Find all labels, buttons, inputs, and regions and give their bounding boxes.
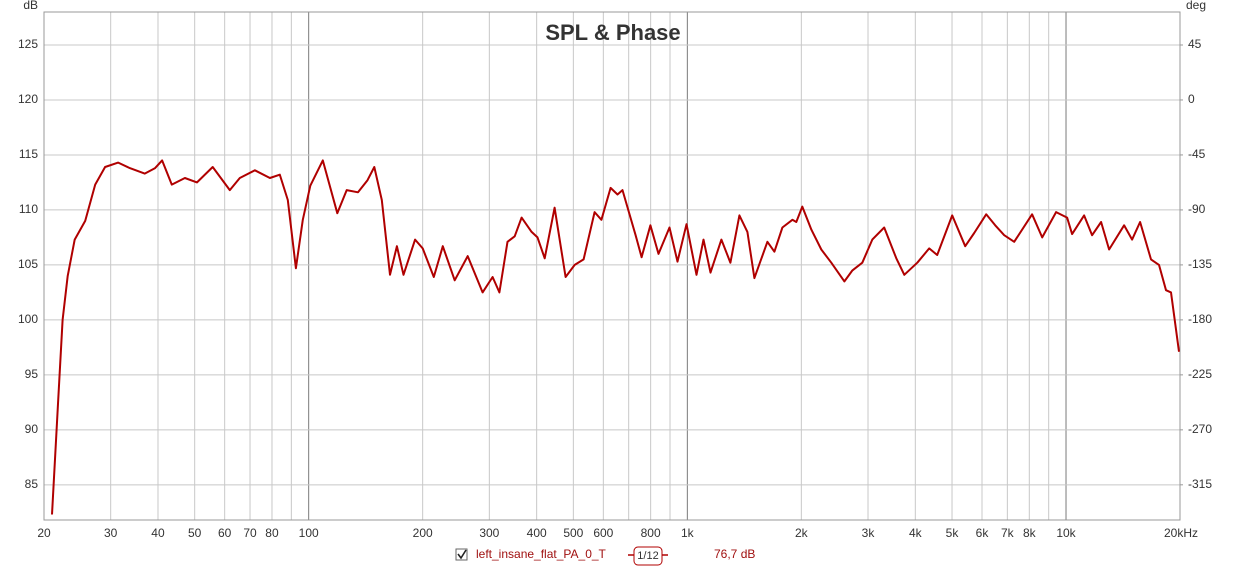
x-tick-label: 5k <box>946 526 960 540</box>
x-tick-label: 40 <box>151 526 165 540</box>
legend-checkbox[interactable] <box>455 548 468 561</box>
x-tick-label: 100 <box>299 526 319 540</box>
y2-axis-unit: deg <box>1186 0 1206 12</box>
x-tick-label: 70 <box>243 526 257 540</box>
y2-tick-label: -270 <box>1188 422 1212 436</box>
chart-title: SPL & Phase <box>545 20 680 45</box>
x-tick-label: 4k <box>909 526 923 540</box>
x-tick-label: 1k <box>681 526 695 540</box>
x-tick-label: 300 <box>479 526 499 540</box>
y-tick-label: 125 <box>18 37 38 51</box>
x-tick-label: 200 <box>413 526 433 540</box>
x-tick-label: 60 <box>218 526 232 540</box>
smoothing-label: 1/12 <box>637 550 658 562</box>
y2-tick-label: -90 <box>1188 202 1206 216</box>
x-tick-label: 2k <box>795 526 809 540</box>
x-tick-label: 400 <box>527 526 547 540</box>
y2-tick-label: -45 <box>1188 147 1206 161</box>
y-tick-label: 115 <box>19 147 38 161</box>
x-tick-label: 10k <box>1056 526 1076 540</box>
y-tick-label: 110 <box>19 202 38 216</box>
plot-frame <box>43 11 1181 521</box>
x-tick-label: 6k <box>976 526 990 540</box>
y2-tick-label: -225 <box>1188 367 1212 381</box>
y-tick-label: 85 <box>25 477 39 491</box>
y-tick-label: 100 <box>18 312 38 326</box>
y2-tick-label: -180 <box>1188 312 1212 326</box>
x-tick-label: 3k <box>862 526 876 540</box>
y2-tick-label: -135 <box>1188 257 1212 271</box>
y-axis-unit: dB <box>23 0 38 12</box>
y-tick-label: 95 <box>25 367 39 381</box>
x-tick-label: 600 <box>593 526 613 540</box>
x-tick-label: 80 <box>265 526 279 540</box>
x-tick-label: 800 <box>641 526 661 540</box>
y2-tick-label: -315 <box>1188 477 1212 491</box>
legend-entry[interactable]: left_insane_flat_PA_0_T <box>476 547 607 561</box>
spl-line <box>51 159 1180 515</box>
y-tick-label: 120 <box>18 92 38 106</box>
legend-level: 76,7 dB <box>714 547 755 561</box>
x-tick-label: 500 <box>563 526 583 540</box>
y-tick-label: 105 <box>18 257 38 271</box>
x-tick-label: 8k <box>1023 526 1037 540</box>
x-tick-label: 20 <box>37 526 51 540</box>
y2-tick-label: 45 <box>1188 37 1202 51</box>
x-tick-label: 30 <box>104 526 118 540</box>
y-tick-label: 90 <box>25 422 39 436</box>
smoothing-box[interactable] <box>633 546 663 566</box>
x-tick-label: 20kHz <box>1164 526 1198 540</box>
legend: left_insane_flat_PA_0_T 1/12 76,7 dB <box>455 546 755 566</box>
legend-checkmark <box>457 549 467 560</box>
grid <box>43 12 1181 520</box>
x-tick-label: 7k <box>1001 526 1015 540</box>
x-tick-label: 50 <box>188 526 202 540</box>
y2-tick-label: 0 <box>1188 92 1195 106</box>
